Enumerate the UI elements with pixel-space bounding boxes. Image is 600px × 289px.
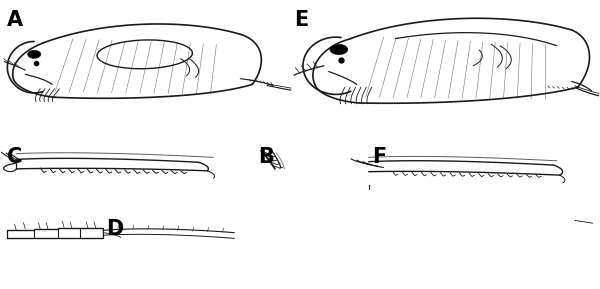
Text: F: F	[371, 147, 386, 167]
Text: E: E	[294, 10, 308, 30]
Ellipse shape	[330, 44, 348, 55]
Ellipse shape	[28, 50, 41, 58]
Text: B: B	[258, 147, 274, 167]
Text: D: D	[106, 219, 123, 239]
Text: C: C	[7, 147, 23, 167]
Text: A: A	[7, 10, 23, 30]
